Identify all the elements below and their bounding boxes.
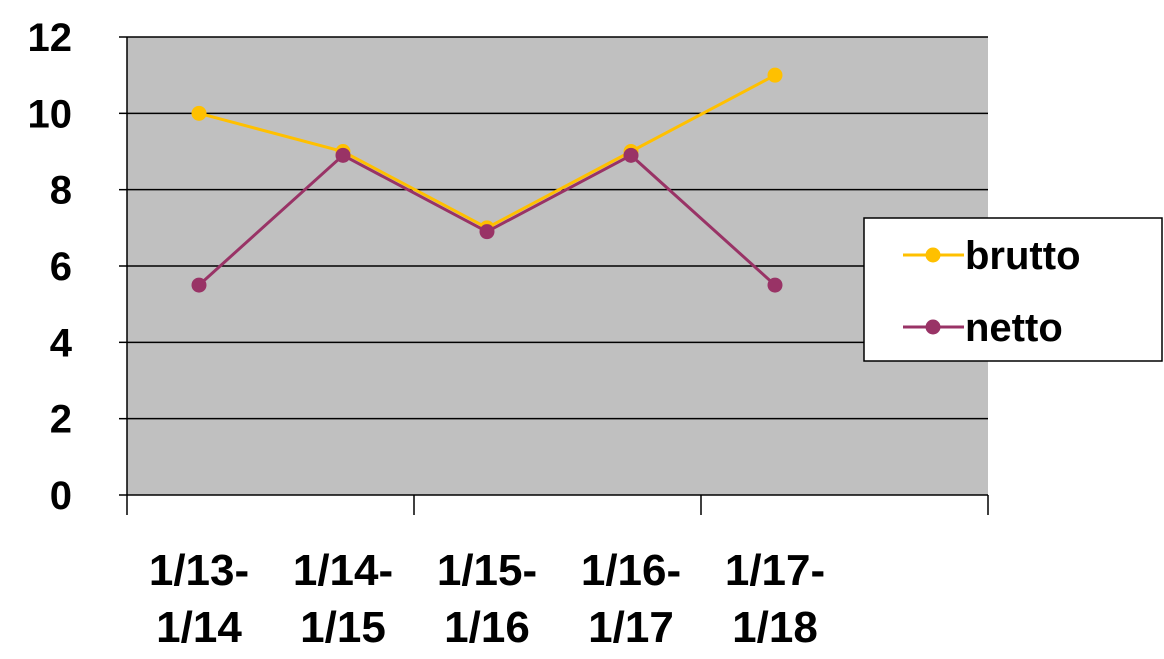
y-tick-label: 4 [50, 321, 73, 365]
legend-box [863, 217, 1163, 362]
x-tick-label: 1/13-1/14 [149, 546, 249, 652]
x-tick-label: 1/14-1/15 [293, 546, 393, 652]
legend-marker [925, 319, 941, 335]
data-point-netto [335, 147, 351, 163]
y-tick-label: 6 [50, 245, 72, 289]
y-axis-tick-labels: 0 2 4 6 8 10 12 [28, 16, 73, 518]
axes [119, 36, 989, 515]
x-tick-label: 1/17-1/18 [725, 546, 825, 652]
y-tick-label: 12 [28, 16, 73, 60]
data-point-netto [767, 277, 783, 293]
data-point-netto [623, 147, 639, 163]
y-tick-label: 8 [50, 169, 72, 213]
y-tick-label: 10 [28, 92, 73, 136]
data-point-brutto [767, 67, 783, 83]
series-layer [191, 67, 783, 293]
legend-marker [925, 247, 941, 263]
legend-entry-brutto: brutto [903, 234, 1081, 278]
legend-entry-netto: netto [903, 306, 1063, 350]
x-tick-label: 1/16-1/17 [581, 546, 681, 652]
series-netto [191, 147, 783, 293]
legend: brutto netto [863, 217, 1163, 362]
y-tick-label: 0 [50, 474, 72, 518]
x-tick-label: 1/15-1/16 [437, 546, 537, 652]
legend-label: netto [965, 306, 1063, 350]
legend-label: brutto [965, 234, 1081, 278]
y-tick-label: 2 [50, 398, 72, 442]
data-point-brutto [191, 105, 207, 121]
data-point-netto [479, 224, 495, 240]
x-axis-tick-labels: 1/13-1/14 1/14-1/15 1/15-1/16 1/16-1/17 1/17… [149, 546, 825, 652]
data-point-netto [191, 277, 207, 293]
